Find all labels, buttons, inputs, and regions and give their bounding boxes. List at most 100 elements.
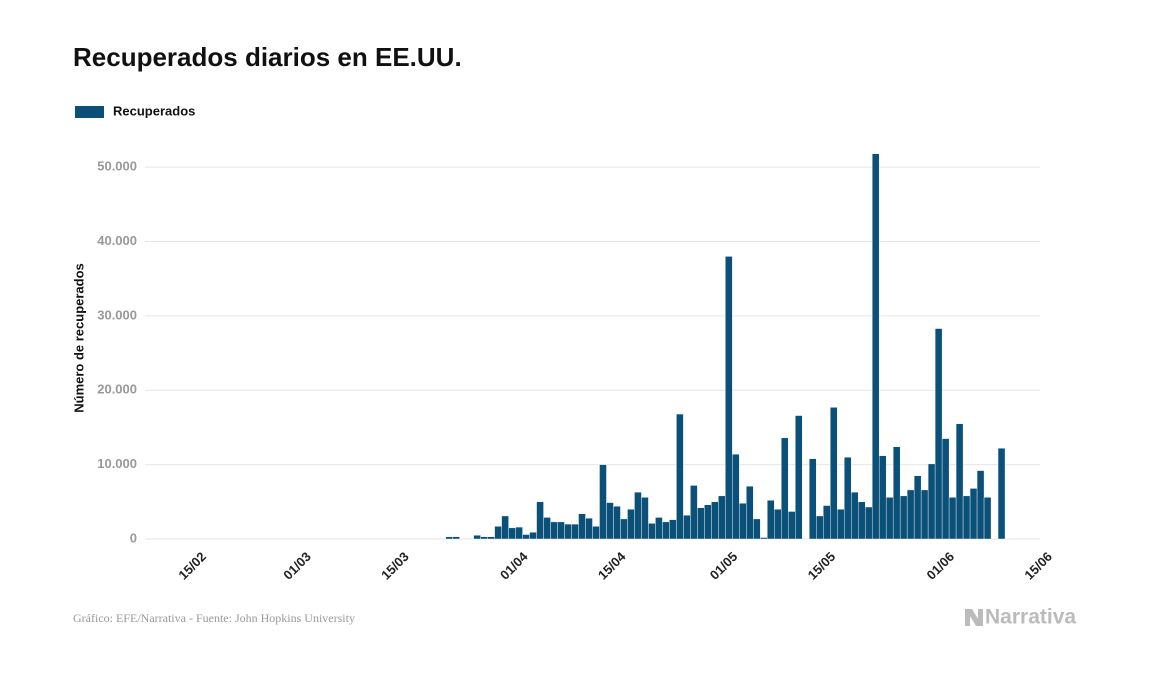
bar: [683, 515, 691, 540]
bar: [809, 458, 817, 540]
bar: [739, 503, 747, 540]
bar: [515, 526, 523, 540]
bar: [851, 491, 859, 540]
bar: [711, 501, 719, 540]
bar: [892, 446, 901, 540]
bar: [508, 527, 516, 540]
bar: [760, 537, 768, 540]
bar: [487, 536, 495, 540]
brand-logo: Narrativa: [965, 606, 1076, 629]
y-tick-label: 40.000: [97, 233, 137, 248]
bar: [746, 486, 754, 540]
bar: [976, 470, 985, 540]
bar: [613, 506, 621, 540]
bar: [543, 517, 551, 540]
x-tick-label: 01/06: [924, 549, 958, 583]
bar: [473, 535, 481, 540]
bar: [871, 153, 880, 540]
bar: [823, 505, 831, 540]
source: Gráfico: EFE/Narrativa - Fuente: John Ho…: [73, 611, 355, 625]
bar: [941, 438, 950, 540]
x-tick-label: 01/05: [707, 549, 741, 583]
bar: [655, 517, 663, 540]
bar: [627, 509, 635, 540]
bar: [592, 526, 600, 540]
bar: [997, 448, 1006, 540]
bar: [913, 475, 922, 540]
y-tick-label: 30.000: [97, 307, 137, 322]
brand-text: Narrativa: [985, 606, 1076, 629]
bar: [529, 532, 537, 540]
bar: [641, 497, 649, 540]
bar: [480, 536, 488, 540]
x-tick-label: 15/05: [805, 549, 839, 583]
bar: [948, 497, 957, 540]
bar: [927, 463, 936, 540]
bar: [557, 521, 565, 540]
bar: [662, 521, 670, 540]
bar: [704, 504, 712, 540]
bar: [522, 534, 530, 540]
bar: [962, 495, 971, 540]
bar: [550, 521, 558, 540]
bar: [837, 509, 845, 540]
bar: [732, 454, 740, 540]
bar: [690, 485, 698, 540]
x-tick-label: 01/03: [280, 549, 314, 583]
bar: [648, 523, 656, 540]
y-tick-label: 10.000: [97, 456, 137, 471]
bar: [501, 515, 509, 540]
bar: [753, 518, 761, 540]
x-tick-label: 15/04: [595, 548, 629, 582]
x-tick-label: 01/04: [497, 548, 531, 582]
x-tick-label: 15/03: [378, 549, 412, 583]
bar: [767, 500, 775, 540]
bar: [858, 501, 866, 540]
bar: [718, 495, 726, 540]
legend-swatch: [75, 106, 104, 118]
bar: [676, 413, 684, 540]
bar: [788, 511, 796, 540]
y-tick-label: 50.000: [97, 159, 137, 174]
bar: [445, 536, 453, 540]
bar: [878, 455, 887, 540]
bar: [983, 497, 992, 540]
bar: [452, 536, 460, 540]
bar: [774, 509, 782, 540]
bar: [969, 488, 978, 540]
bar: [934, 328, 943, 540]
bar: [816, 515, 824, 540]
bar: [955, 423, 964, 540]
x-tick-label: 15/06: [1021, 549, 1055, 583]
bar: [494, 526, 502, 540]
bar: [564, 523, 572, 540]
bar: [606, 502, 614, 540]
bar: [697, 507, 705, 540]
y-tick-label: 0: [130, 530, 137, 545]
bar: [571, 523, 579, 540]
bar: [795, 415, 803, 540]
brand-icon: [965, 609, 983, 626]
chart-title: Recuperados diarios en EE.UU.: [73, 42, 462, 72]
bar: [634, 491, 642, 540]
bar: [864, 506, 873, 540]
bar: [585, 517, 593, 540]
bar: [920, 489, 929, 540]
bar: [899, 495, 908, 540]
bar: [536, 501, 544, 540]
bar: [599, 464, 607, 540]
bar: [844, 457, 852, 540]
bar: [885, 497, 894, 540]
bar: [830, 407, 838, 540]
bar: [578, 513, 586, 540]
y-tick-label: 20.000: [97, 382, 137, 397]
y-axis-label: Número de recuperados: [71, 263, 86, 413]
bar: [781, 437, 789, 540]
bar: [669, 519, 677, 540]
legend-label: Recuperados: [113, 103, 195, 118]
x-tick-label: 15/02: [175, 549, 209, 583]
bar: [725, 256, 733, 540]
bar: [620, 518, 628, 540]
bar: [906, 489, 915, 540]
